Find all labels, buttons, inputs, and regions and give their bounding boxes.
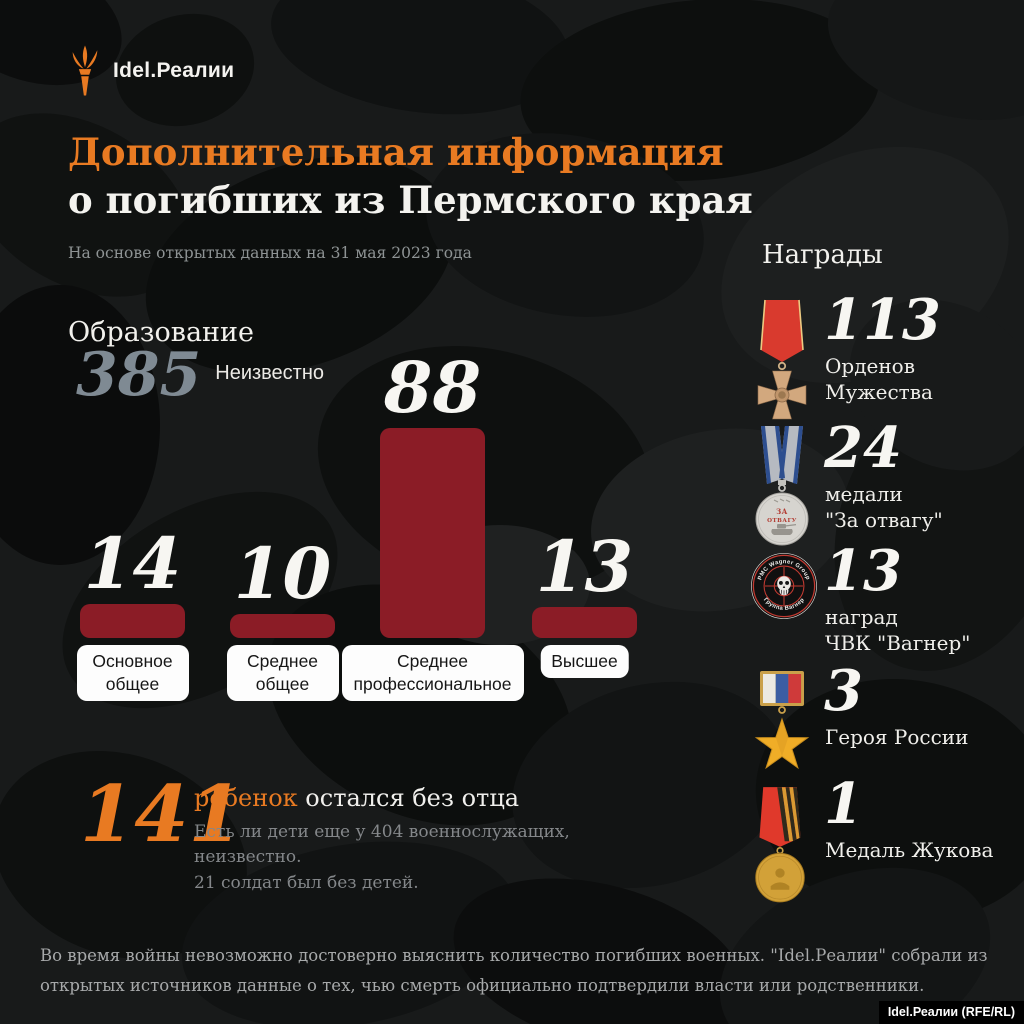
title-line-2: о погибших из Пермского края [68,178,753,222]
bar-category-text: Среднее общее [246,651,319,695]
award-count: 113 [824,287,941,353]
logo-text: Idel.Реалии [113,59,235,82]
children-headline: ребенок остался без отца [194,784,640,813]
awards-section: Награды 113 Орденов Мужества [751,240,1014,940]
bar-value: 10 [233,532,332,615]
hero-of-russia-gold-star-icon [754,671,810,770]
award-label: Орденов Мужества [825,354,933,404]
chart-column: 88 Среднее профессиональное [341,346,524,702]
bar-category-text: Высшее [551,651,618,671]
education-unknown: 385 Неизвестно [76,342,324,408]
education-bar-chart: 14 Основное общее 10 Среднее общее 88 Ср… [76,346,640,705]
order-of-courage-medal-icon [757,299,807,420]
awards-section-title: Награды [762,240,883,270]
bar-value: 88 [383,346,482,429]
award-label: Медаль Жукова [825,838,994,862]
medal-text-za: ЗА [776,507,788,516]
bar [80,604,185,638]
education-section-title: Образование [68,317,255,348]
footer-disclaimer: Во время войны невозможно достоверно выя… [40,946,988,996]
bar-category-text: Среднее профессиональное [353,651,512,695]
zhukov-medal-icon [755,787,805,903]
award-count: 1 [824,771,863,837]
award-label: наград ЧВК "Вагнер" [825,605,971,655]
subtitle: На основе открытых данных на 31 мая 2023… [68,244,472,262]
children-note-line2: 21 солдат был без детей. [194,872,419,893]
award-count: 3 [824,658,863,724]
award-count: 13 [824,538,902,604]
award-label: медали "За отвагу" [825,482,943,532]
bar-category-text: Основное общее [92,651,173,695]
children-headline-rest: остался без отца [297,784,520,812]
page-title: Дополнительная информация о погибших из … [68,128,753,224]
award-label: Героя России [825,725,969,749]
bar-category-label: Среднее профессиональное [341,645,524,702]
bar [230,614,335,638]
children-headline-highlight: ребенок [194,784,298,812]
medal-text-otvagu: ОТВАГУ [767,518,797,524]
chart-column: 14 Основное общее [76,360,189,702]
children-texts: ребенок остался без отца Есть ли дети ещ… [194,784,640,896]
torch-icon [72,45,98,96]
children-count: 141 [80,769,243,860]
children-note-line1: Есть ли дети еще у 404 военнослужащих, н… [194,821,570,868]
children-notes: Есть ли дети еще у 404 военнослужащих, н… [194,820,640,897]
bar-value: 14 [83,522,182,605]
chart-column: 13 Высшее [532,360,637,679]
unknown-label: Неизвестно [215,362,325,384]
chart-column: 10 Среднее общее [226,360,339,702]
award-count: 24 [824,415,902,481]
bar-category-label: Высшее [540,645,629,679]
za-otvagu-medal-icon: ЗА ОТВАГУ [755,426,809,546]
bar-value: 13 [535,525,634,608]
unknown-count: 385 [76,340,202,410]
logo: Idel.Реалии [68,44,234,98]
credit-badge: Idel.Реалии (RFE/RL) [878,1001,1024,1024]
bar-category-label: Основное общее [76,645,189,702]
bar-category-label: Среднее общее [226,645,339,702]
bar [532,607,637,638]
title-line-1: Дополнительная информация [68,130,724,174]
wagner-group-patch-icon: PMC Wagner Group Группа Вагнер [751,553,817,619]
bar [380,428,485,638]
